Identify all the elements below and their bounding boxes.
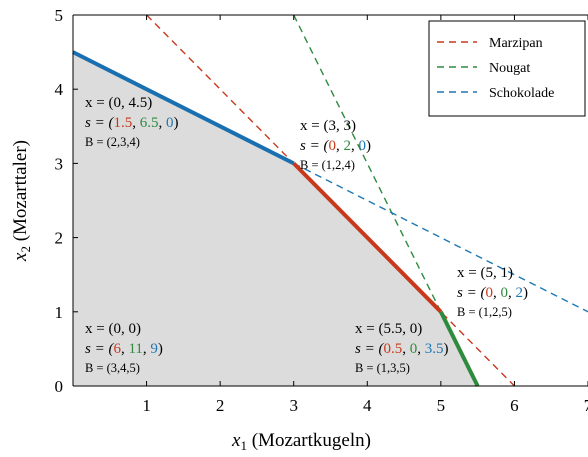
- x-tick-label: 2: [216, 396, 225, 415]
- vertex-slack-label: s = (6, 11, 9): [85, 341, 163, 357]
- legend-label: Marzipan: [489, 36, 543, 51]
- vertex-x-label: x = (0, 4.5): [85, 95, 152, 111]
- y-tick-label: 2: [55, 229, 64, 248]
- vertex-x-label: x = (0, 0): [85, 321, 141, 337]
- vertex-x-label: x = (5.5, 0): [355, 321, 422, 337]
- x-tick-label: 7: [584, 396, 588, 415]
- y-axis-label: x2 (Mozarttaler): [10, 140, 33, 262]
- feasible-edge-1: [72, 50, 295, 166]
- vertex-slack-label: s = (0.5, 0, 3.5): [355, 341, 448, 357]
- y-tick-label: 1: [55, 303, 64, 322]
- vertex-slack-label: s = (1.5, 6.5, 0): [85, 115, 178, 131]
- vertex-basis-label: B = (3,4,5): [85, 361, 140, 375]
- constraint-line-nougat: [293, 15, 479, 386]
- legend-box: [428, 20, 586, 117]
- vertex-x-label: x = (5, 1): [457, 265, 513, 281]
- vertex-annotation: x = (0, 4.5) s = (1.5, 6.5, 0) B = (2,3,4): [85, 95, 178, 149]
- vertex-slack-label: s = (0, 2, 0): [300, 138, 371, 154]
- y-tick-label: 3: [55, 154, 64, 173]
- constraint-lines: [146, 15, 588, 386]
- vertex-annotation: x = (3, 3) s = (0, 2, 0) B = (1,2,4): [300, 118, 371, 172]
- vertex-basis-label: B = (1,3,5): [355, 361, 410, 375]
- y-tick-label: 5: [55, 6, 64, 25]
- feasible-edges: [72, 50, 480, 387]
- vertex-annotations: x = (0, 4.5) s = (1.5, 6.5, 0) B = (2,3,4)…: [85, 95, 528, 375]
- vertex-basis-label: B = (2,3,4): [85, 135, 140, 149]
- vertex-annotation: x = (5.5, 0) s = (0.5, 0, 3.5) B = (1,3,5): [355, 321, 448, 375]
- x-tick-label: 6: [510, 396, 519, 415]
- constraint-line-marzipan: [146, 15, 515, 386]
- tick-labels: 1 2 3 4 5 6 7 0 1 2 3 4 5: [55, 6, 588, 415]
- y-tick-label: 0: [55, 377, 64, 396]
- vertex-x-label: x = (3, 3): [300, 118, 356, 134]
- x-axis-label: x1 (Mozartkugeln): [231, 430, 371, 453]
- feasible-edge-2: [292, 161, 443, 314]
- x-tick-label: 4: [363, 396, 372, 415]
- vertex-annotation: x = (5, 1) s = (0, 0, 2) B = (1,2,5): [457, 265, 528, 319]
- vertex-annotation: x = (0, 0) s = (6, 11, 9) B = (3,4,5): [85, 321, 163, 375]
- x-tick-label: 1: [142, 396, 151, 415]
- legend-label: Nougat: [489, 61, 530, 76]
- y-tick-label: 4: [55, 80, 64, 99]
- legend: Marzipan Nougat Schokolade: [428, 20, 586, 117]
- feasible-edge-3: [439, 310, 480, 387]
- x-tick-label: 3: [289, 396, 298, 415]
- feasible-region: [73, 52, 478, 386]
- vertex-basis-label: B = (1,2,4): [300, 158, 355, 172]
- vertex-slack-label: s = (0, 0, 2): [457, 285, 528, 301]
- constraint-line-schokolade: [293, 162, 588, 313]
- axis-labels: x1 (Mozartkugeln) x2 (Mozarttaler): [10, 140, 371, 453]
- x-tick-label: 5: [437, 396, 446, 415]
- axes: [72, 14, 588, 387]
- legend-label: Schokolade: [489, 86, 554, 101]
- vertex-basis-label: B = (1,2,5): [457, 305, 512, 319]
